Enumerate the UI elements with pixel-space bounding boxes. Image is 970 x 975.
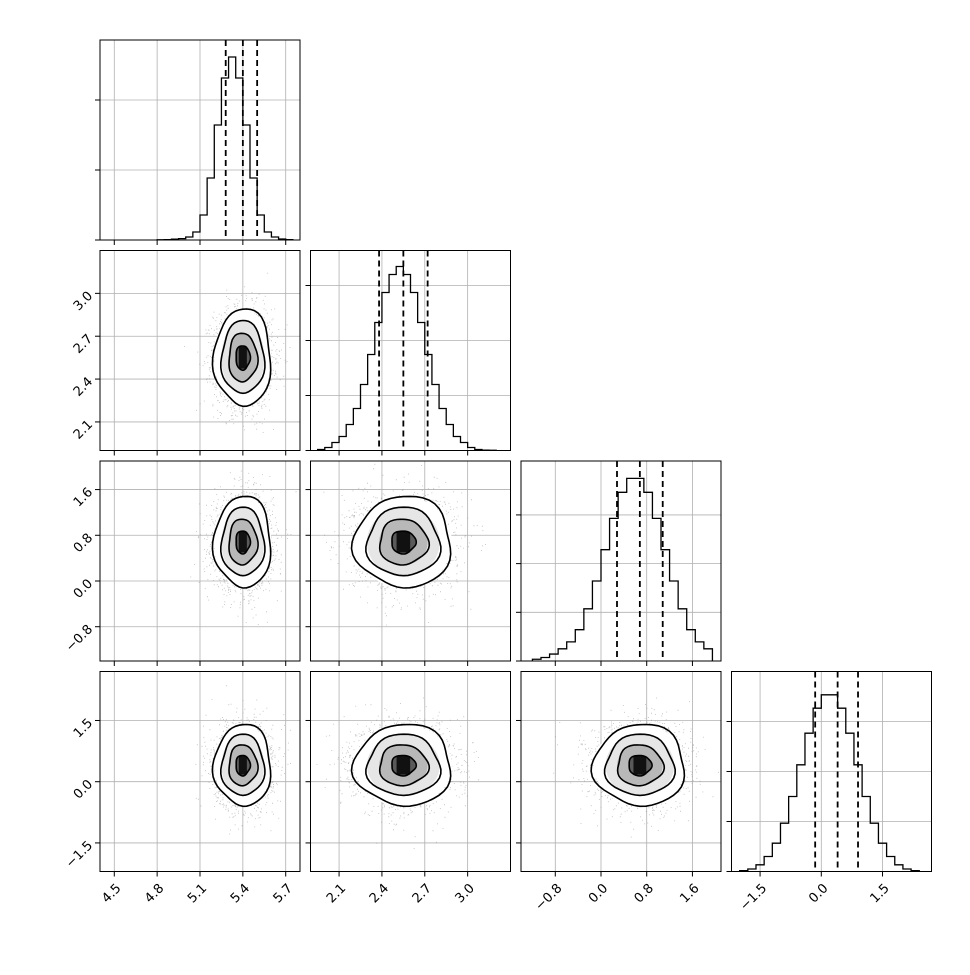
contour-line: [228, 332, 259, 383]
contour-line: [228, 744, 259, 787]
scatter-panel-2-3: [516, 671, 722, 877]
scatter-panel-1-2: [305, 460, 511, 666]
histogram-step-3: [739, 694, 920, 872]
density-core: [633, 756, 647, 775]
contour-line: [391, 530, 418, 555]
scatter-points: [323, 463, 486, 626]
y-tick-label: 0.8: [71, 531, 96, 556]
histogram-panel-1: [305, 250, 511, 451]
x-tick-label: 0.8: [632, 881, 657, 906]
panel-frame: [99, 460, 301, 662]
x-tick-label: 2.7: [410, 881, 435, 906]
histogram-panel-2: [516, 460, 722, 662]
panel-content: [100, 250, 300, 451]
panel-frame: [520, 460, 722, 662]
contour-line: [211, 308, 272, 408]
y-tick-label: −0.8: [63, 622, 96, 655]
x-tick-label: 5.1: [185, 881, 210, 906]
contour-line: [378, 518, 431, 566]
contour-line: [365, 733, 442, 797]
panel-frame: [99, 671, 301, 872]
panel-frame: [99, 250, 301, 451]
contour-line: [350, 723, 452, 808]
panel-frame: [520, 671, 722, 872]
scatter-panel-0-1: [95, 250, 301, 456]
x-tick-label: 5.7: [271, 881, 296, 906]
contour-line: [220, 506, 266, 577]
panel-content: [100, 671, 300, 872]
x-tick-label: 2.4: [367, 881, 392, 906]
histogram-step-2: [531, 477, 714, 661]
contour-line: [378, 744, 431, 787]
y-tick-label: −1.5: [63, 838, 96, 871]
density-core: [238, 756, 247, 775]
panel-frame: [310, 460, 511, 662]
x-tick-label: −1.5: [737, 881, 770, 914]
contour-line: [235, 754, 252, 777]
histogram-panel-0: [95, 39, 301, 241]
contour-line: [235, 530, 252, 555]
contour-line: [603, 733, 677, 797]
x-tick-label: 4.5: [99, 881, 124, 906]
panel-frame: [310, 671, 511, 872]
x-tick-label: 5.4: [228, 881, 253, 906]
histogram-step-0: [156, 56, 294, 241]
panel-content: [310, 671, 511, 872]
density-core: [396, 531, 411, 553]
x-tick-label: −0.8: [533, 881, 566, 914]
y-tick-label: 0.0: [71, 576, 96, 601]
panel-frame: [731, 671, 932, 872]
x-tick-label: 0.0: [586, 881, 611, 906]
density-core: [238, 531, 247, 553]
contour-line: [391, 754, 418, 777]
density-core: [238, 346, 247, 369]
contour-line: [235, 345, 252, 372]
x-tick-label: 3.0: [453, 881, 478, 906]
contour-line: [220, 733, 266, 797]
contour-line: [211, 495, 272, 589]
density-core: [396, 756, 411, 775]
x-tick-label: 1.5: [867, 881, 892, 906]
y-tick-label: 0.0: [71, 777, 96, 802]
y-tick-label: 1.5: [71, 716, 96, 741]
panel-content: [310, 461, 511, 661]
contour-line: [365, 506, 442, 577]
contour-line: [590, 723, 686, 808]
x-tick-label: 4.8: [142, 881, 167, 906]
scatter-panel-0-3: [95, 671, 301, 877]
scatter-panel-0-2: [95, 460, 301, 666]
x-tick-label: 1.6: [677, 881, 702, 906]
contour-line: [616, 744, 666, 787]
panel-content: [100, 461, 300, 661]
panel-frame: [310, 250, 511, 451]
y-tick-label: 3.0: [71, 289, 96, 314]
y-tick-label: 2.4: [71, 375, 96, 400]
contour-line: [228, 518, 259, 566]
contour-line: [211, 723, 272, 808]
x-tick-label: 0.0: [806, 881, 831, 906]
scatter-panel-1-3: [305, 671, 511, 877]
contour-line: [220, 319, 266, 395]
histogram-panel-3: [726, 671, 932, 872]
y-tick-label: 2.7: [71, 332, 96, 357]
contour-line: [350, 495, 452, 589]
contour-line: [628, 754, 653, 777]
y-tick-label: 1.6: [71, 485, 96, 510]
x-tick-label: 2.1: [324, 881, 349, 906]
y-tick-label: 2.1: [71, 417, 96, 442]
histogram-step-1: [316, 265, 497, 451]
panel-content: [521, 671, 721, 872]
